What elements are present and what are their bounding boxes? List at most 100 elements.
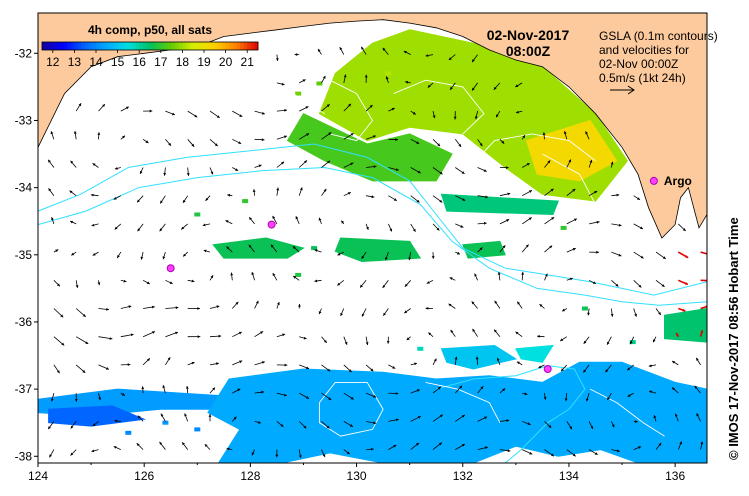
velocity-arrowhead [538,365,542,369]
velocity-arrowhead [70,160,74,164]
velocity-arrowhead [277,302,280,305]
colorbar-step [196,42,201,50]
velocity-arrowhead [416,199,420,203]
velocity-arrowhead [537,335,540,338]
velocity-arrowhead [449,277,453,280]
velocity-arrowhead [149,109,153,113]
colorbar-step [182,42,187,50]
velocity-arrowhead [393,198,397,201]
velocity-arrowhead [284,108,287,112]
colorbar-step [218,42,223,50]
velocity-arrowhead [85,341,89,344]
velocity-arrowhead [75,285,79,288]
velocity-arrowhead [69,190,73,194]
velocity-arrowhead [634,313,637,317]
velocity-arrowhead [395,418,399,422]
y-tick-label: -38 [15,449,33,463]
velocity-arrowhead [326,104,330,108]
velocity-arrowhead [327,368,331,372]
colorbar-step [85,42,90,50]
velocity-arrowhead [113,197,117,200]
map-date-title: 02-Nov-2017 [487,27,570,43]
gsla-contour [462,133,596,175]
velocity-arrowhead [610,161,614,165]
velocity-arrowhead [73,131,77,134]
colorbar-tick-label: 18 [176,55,190,69]
argo-float-marker [166,264,175,273]
velocity-arrowhead [109,337,113,340]
velocity-arrow [700,305,707,310]
velocity-arrowhead [522,135,525,139]
velocity-arrowhead [515,84,519,87]
sst-patch [664,307,707,343]
velocity-arrowhead [306,133,310,136]
velocity-arrowhead [97,132,101,135]
velocity-arrowhead [404,310,408,314]
velocity-arrowhead [638,446,642,449]
velocity-arrowhead [137,199,140,203]
velocity-arrowhead [305,106,309,109]
velocity-arrowhead [653,339,656,343]
velocity-arrowhead [569,426,572,430]
colorbar-step [200,42,205,50]
legend-line-4: 0.5m/s (1kt 24h) [599,71,686,85]
sst-patch [286,113,453,182]
velocity-arrowhead [70,220,74,224]
velocity-arrowhead [494,300,498,304]
velocity-arrowhead [151,305,155,309]
velocity-arrowhead [393,445,397,448]
velocity-arrowhead [292,246,296,250]
velocity-arrowhead [547,160,551,164]
velocity-arrowhead [572,453,576,457]
velocity-arrowhead [252,189,256,192]
velocity-arrowhead [82,370,86,373]
sst-speck [417,346,424,351]
velocity-arrowhead [183,253,186,257]
velocity-arrowhead [592,281,596,284]
colorbar-title: 4h comp, p50, all sats [88,23,212,37]
velocity-arrowhead [204,444,208,447]
colorbar-step [110,42,115,50]
velocity-arrowhead [560,338,564,341]
velocity-arrowhead [261,111,265,115]
velocity-arrowhead [616,193,620,197]
velocity-arrowhead [448,303,452,307]
colorbar-step [124,42,129,50]
velocity-arrowhead [428,332,432,336]
velocity-arrowhead [281,82,285,86]
argo-float-marker [543,365,552,373]
velocity-arrowhead [237,388,241,392]
velocity-arrowhead [406,337,410,341]
velocity-arrowhead [453,116,457,120]
velocity-arrowhead [117,255,120,258]
velocity-arrowhead [373,394,377,398]
velocity-arrowhead [251,452,255,456]
sst-speck [560,225,567,230]
velocity-arrowhead [649,390,652,394]
velocity-arrowhead [596,250,599,254]
velocity-arrowhead [605,369,609,373]
colorbar-tick-label: 14 [89,55,103,69]
velocity-arrowhead [496,114,499,118]
sst-patch [440,193,560,216]
velocity-arrowhead [78,103,82,107]
velocity-arrowhead [529,190,532,193]
velocity-arrowhead [184,413,187,417]
velocity-arrowhead [661,284,665,287]
velocity-arrowhead [373,135,376,138]
velocity-arrowhead [700,441,704,445]
velocity-arrowhead [346,451,350,455]
colorbar-step [52,42,57,50]
sst-speck [295,91,302,96]
velocity-arrowhead [57,283,60,287]
colorbar-step [128,42,133,50]
velocity-arrowhead [160,200,163,204]
sst-patch [462,240,506,259]
velocity-arrowhead [327,160,331,164]
gsla-contour [393,79,485,135]
velocity-arrowhead [258,421,261,424]
velocity-arrowhead [550,188,554,192]
velocity-arrowhead [438,442,442,446]
velocity-arrowhead [497,272,501,275]
colorbar-step [225,42,230,50]
